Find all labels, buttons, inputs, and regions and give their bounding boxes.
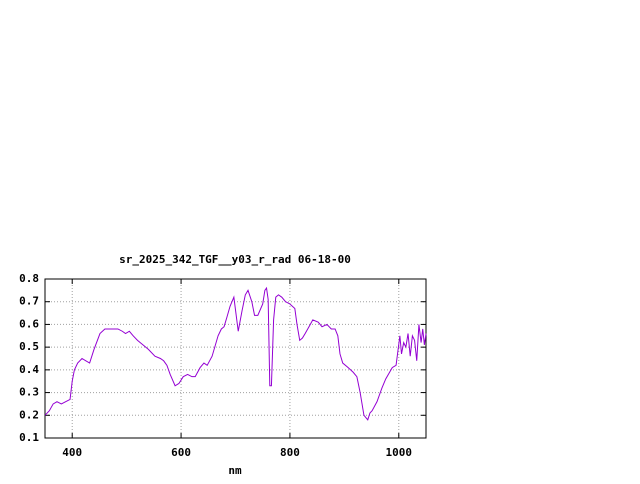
y-tick-label: 0.6 — [19, 317, 39, 330]
x-tick-label: 600 — [171, 446, 191, 459]
y-tick-label: 0.1 — [19, 431, 39, 444]
data-line — [44, 286, 427, 421]
x-axis-label: nm — [228, 464, 242, 477]
y-tick-label: 0.4 — [19, 363, 39, 376]
y-tick-label: 0.2 — [19, 408, 39, 421]
plot-frame — [44, 278, 427, 439]
y-tick-label: 0.8 — [19, 272, 39, 285]
chart-title: sr_2025_342_TGF__y03_r_rad 06-18-00 — [119, 253, 351, 266]
x-tick-label: 800 — [280, 446, 300, 459]
x-tick-label: 1000 — [386, 446, 413, 459]
y-tick-label: 0.5 — [19, 340, 39, 353]
y-tick-label: 0.7 — [19, 295, 39, 308]
x-tick-label: 400 — [62, 446, 82, 459]
y-tick-label: 0.3 — [19, 386, 39, 399]
